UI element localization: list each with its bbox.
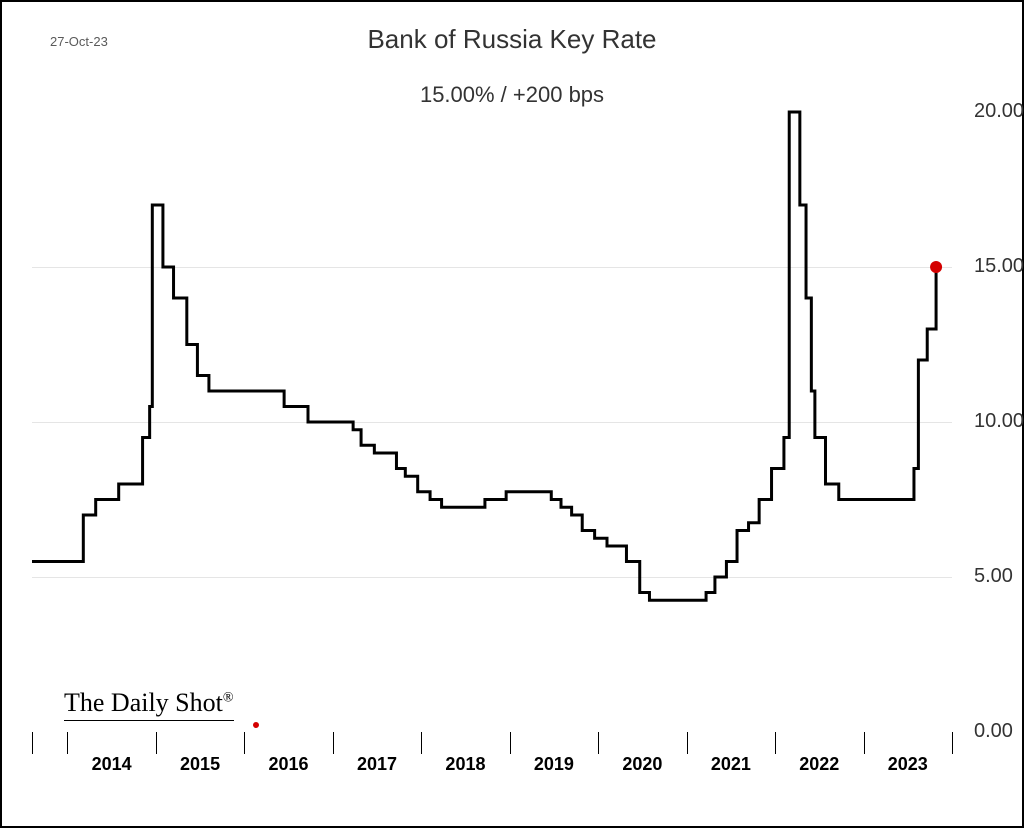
- x-tick-label: 2015: [180, 754, 220, 775]
- x-tick-label: 2014: [92, 754, 132, 775]
- rate-line-series: [32, 112, 952, 732]
- x-tick: [510, 732, 511, 754]
- source-brand: The Daily Shot®: [64, 688, 234, 721]
- x-tick-label: 2016: [269, 754, 309, 775]
- y-tick-label: 5.00: [974, 565, 1013, 588]
- x-tick-label: 2020: [622, 754, 662, 775]
- chart-container: 27-Oct-23 Bank of Russia Key Rate 15.00%…: [0, 0, 1024, 828]
- chart-title: Bank of Russia Key Rate: [2, 24, 1022, 55]
- x-tick-label: 2021: [711, 754, 751, 775]
- x-tick-label: 2019: [534, 754, 574, 775]
- x-tick: [687, 732, 688, 754]
- y-tick-label: 15.00: [974, 255, 1024, 278]
- x-tick: [598, 732, 599, 754]
- rate-step-line: [32, 112, 936, 600]
- x-axis: 2014 2015 2016 2017 2018 2019 2020 2021 2022 2023: [32, 732, 952, 782]
- last-point-marker: [930, 261, 942, 273]
- x-tick: [421, 732, 422, 754]
- x-tick: [775, 732, 776, 754]
- x-tick: [32, 732, 33, 754]
- chart-subtitle: 15.00% / +200 bps: [2, 82, 1022, 108]
- x-tick: [67, 732, 68, 754]
- x-tick-label: 2018: [445, 754, 485, 775]
- brand-text: The Daily Shot: [64, 688, 223, 717]
- y-tick-label: 20.00: [974, 100, 1024, 123]
- x-tick: [333, 732, 334, 754]
- brand-dot-icon: [253, 722, 259, 728]
- x-tick: [952, 732, 953, 754]
- y-tick-label: 0.00: [974, 720, 1013, 743]
- registered-mark: ®: [223, 690, 234, 705]
- x-tick: [864, 732, 865, 754]
- x-tick: [156, 732, 157, 754]
- x-tick-label: 2023: [888, 754, 928, 775]
- plot-area: [32, 112, 952, 732]
- x-tick: [244, 732, 245, 754]
- y-tick-label: 10.00: [974, 410, 1024, 433]
- x-tick-label: 2017: [357, 754, 397, 775]
- x-tick-label: 2022: [799, 754, 839, 775]
